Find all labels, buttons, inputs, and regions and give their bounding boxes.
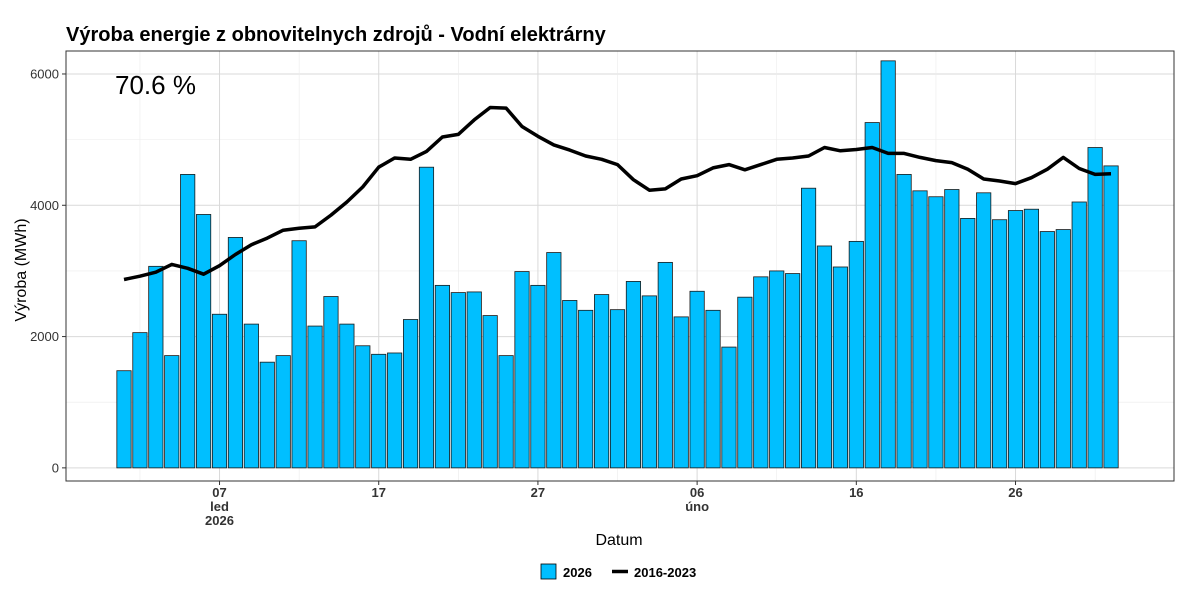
legend-swatch-2026 bbox=[540, 563, 557, 580]
y-tick-label: 4000 bbox=[30, 198, 59, 213]
bar-2026 bbox=[180, 174, 196, 469]
x-tick-label: 16 bbox=[849, 485, 863, 500]
y-tick-label: 6000 bbox=[30, 66, 59, 81]
bar-2026 bbox=[594, 294, 610, 469]
bar-2026 bbox=[1055, 229, 1071, 469]
x-axis-title: Datum bbox=[595, 532, 642, 549]
x-tick-label: 17 bbox=[371, 485, 385, 500]
y-tick-label: 0 bbox=[52, 460, 59, 475]
bar-2026 bbox=[1007, 210, 1024, 469]
bar-2026 bbox=[211, 313, 228, 469]
bar-2026 bbox=[116, 370, 132, 469]
bar-2026 bbox=[609, 309, 626, 469]
bar-2026 bbox=[1023, 208, 1040, 469]
chart-title: Výroba energie z obnovitelnych zdrojů - … bbox=[66, 24, 607, 46]
bar-2026 bbox=[227, 237, 244, 469]
x-tick-label: led bbox=[210, 499, 229, 514]
x-tick-label: 2026 bbox=[205, 513, 234, 528]
bar-2026 bbox=[434, 284, 450, 469]
bar-2026 bbox=[259, 361, 275, 469]
bar-2026 bbox=[339, 323, 355, 469]
bar-2026 bbox=[848, 240, 864, 469]
bar-2026 bbox=[944, 189, 960, 469]
bar-2026 bbox=[387, 352, 403, 469]
bar-2026 bbox=[546, 252, 562, 469]
y-tick-label: 2000 bbox=[30, 329, 59, 344]
bar-2026 bbox=[769, 270, 785, 469]
x-tick-label: úno bbox=[685, 499, 709, 514]
bar-2026 bbox=[896, 174, 912, 469]
bar-2026 bbox=[737, 296, 753, 469]
y-axis: 0 2000 4000 6000 bbox=[30, 66, 66, 475]
bar-2026 bbox=[960, 218, 976, 469]
bar-2026 bbox=[418, 166, 435, 469]
bar-2026 bbox=[355, 345, 371, 469]
bar-2026 bbox=[530, 284, 546, 469]
legend-label-2016-2023: 2016-2023 bbox=[634, 565, 696, 580]
bar-2026 bbox=[1071, 201, 1087, 469]
legend: 2026 2016-2023 bbox=[540, 563, 696, 580]
bar-2026 bbox=[816, 245, 833, 469]
bar-2026 bbox=[482, 315, 498, 469]
bar-2026 bbox=[832, 266, 848, 469]
x-tick-label: 06 bbox=[690, 485, 704, 500]
bar-2026 bbox=[291, 240, 307, 469]
y-axis-title: Výroba (MWh) bbox=[13, 218, 30, 321]
legend-label-2026: 2026 bbox=[563, 565, 592, 580]
bar-2026 bbox=[912, 190, 928, 469]
bar-2026 bbox=[578, 309, 594, 469]
bar-2026 bbox=[164, 355, 180, 469]
bar-2026 bbox=[148, 265, 164, 469]
bar-2026 bbox=[498, 355, 514, 469]
bar-2026 bbox=[689, 290, 705, 469]
bar-2026 bbox=[800, 187, 817, 469]
bar-2026 bbox=[132, 332, 148, 469]
plot-area bbox=[65, 50, 1175, 482]
bar-2026 bbox=[976, 192, 992, 469]
bar-2026 bbox=[721, 346, 737, 469]
bar-2026 bbox=[323, 296, 339, 469]
bar-2026 bbox=[275, 355, 291, 469]
bar-2026 bbox=[625, 281, 642, 469]
bar-2026 bbox=[562, 300, 578, 469]
bar-2026 bbox=[1103, 165, 1119, 469]
bar-2026 bbox=[657, 261, 673, 469]
bar-2026 bbox=[371, 353, 387, 469]
bar-2026 bbox=[785, 273, 801, 469]
bar-2026 bbox=[196, 214, 212, 469]
percent-annotation: 70.6 % bbox=[115, 70, 196, 100]
x-tick-label: 07 bbox=[212, 485, 226, 500]
bar-2026 bbox=[514, 271, 530, 469]
bar-2026 bbox=[450, 292, 466, 469]
bar-2026 bbox=[1087, 147, 1103, 469]
plot-border bbox=[65, 50, 1175, 482]
x-tick-label: 26 bbox=[1008, 485, 1022, 500]
bar-2026 bbox=[992, 219, 1008, 469]
bar-2026 bbox=[753, 276, 769, 469]
bar-2026 bbox=[928, 196, 944, 469]
bar-2026 bbox=[1039, 231, 1055, 469]
bar-series-2026 bbox=[116, 60, 1119, 469]
bar-2026 bbox=[705, 309, 721, 469]
bar-2026 bbox=[673, 316, 689, 469]
bar-2026 bbox=[641, 295, 657, 469]
line-series-2016-2023 bbox=[123, 105, 1112, 282]
bar-2026 bbox=[402, 319, 419, 469]
bar-2026 bbox=[466, 291, 482, 469]
bar-2026 bbox=[880, 60, 896, 469]
bar-2026 bbox=[307, 325, 323, 469]
bar-2026 bbox=[243, 323, 259, 469]
bar-2026 bbox=[864, 122, 880, 469]
x-tick-label: 27 bbox=[531, 485, 545, 500]
